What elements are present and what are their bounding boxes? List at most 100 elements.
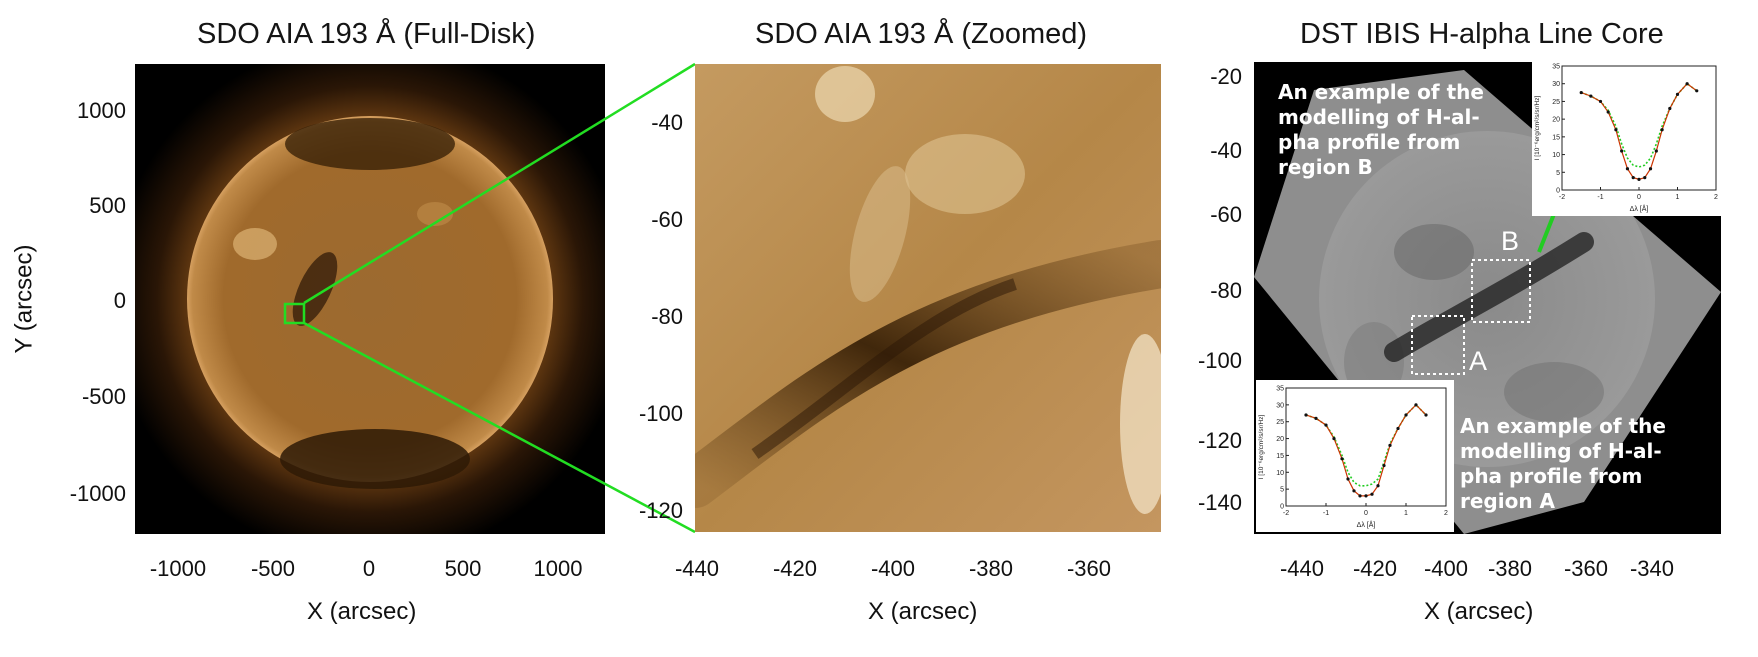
zoomed-image [695, 64, 1161, 532]
ibis-xlabel: X (arcsec) [1424, 598, 1534, 625]
zoom-xtick: -360 [1066, 556, 1112, 581]
inset-b-xtick-label: 0 [1637, 194, 1641, 201]
fd-xtick: -1000 [149, 556, 207, 581]
inset-b-ytick-label: 10 [1552, 152, 1560, 159]
inset-b-data-point [1685, 82, 1689, 86]
inset-a-ylabel: I [10⁻⁶erg/cm²/s/sr/Hz] [1258, 415, 1265, 480]
inset-a-xtick-label: 2 [1444, 510, 1448, 517]
inset-a-fit-line [1305, 404, 1427, 497]
inset-b-data-point [1579, 90, 1583, 95]
inset-plot-region-a: -2 -1 0 1 2 0 5 10 15 20 25 30 35 Δλ [Å] I [10⁻⁶erg/cm… [1256, 380, 1454, 532]
ibis-ytick: -60 [1210, 202, 1242, 227]
inset-b-xtick-label: -1 [1597, 194, 1603, 201]
inset-b-data-point [1598, 99, 1603, 104]
inset-b-data-point [1654, 149, 1658, 153]
inset-b-fit-line [1581, 82, 1698, 180]
inset-b-data-point [1614, 128, 1618, 132]
inset-b-xtick-label: 2 [1714, 194, 1718, 201]
zoom-ytick: -60 [651, 207, 683, 232]
inset-b-frame [1561, 65, 1717, 191]
inset-a-data-point [1358, 494, 1362, 498]
inset-a-data-point [1346, 477, 1350, 481]
inset-a-xtick-label: -1 [1323, 510, 1329, 517]
region-b-label: B [1501, 226, 1520, 256]
fd-xtick: -500 [250, 556, 296, 581]
annotation-region-a: An example of the modelling of H-al- pha… [1460, 414, 1666, 513]
inset-a-data-point [1352, 489, 1356, 493]
inset-b-data-point [1668, 106, 1672, 111]
zoom-ytick: -120 [638, 498, 683, 523]
inset-a-data-point [1340, 457, 1344, 461]
inset-b-ytick-label: 20 [1552, 117, 1560, 124]
inset-b-xtick-label: -2 [1559, 194, 1565, 201]
ibis-xtick: -360 [1563, 556, 1609, 581]
inset-a-xtick-label: 1 [1404, 510, 1408, 517]
fd-xlabel: X (arcsec) [307, 598, 417, 625]
inset-a-data-point [1424, 413, 1428, 417]
inset-a-model-line [1305, 403, 1427, 487]
zoomed-title: SDO AIA 193 Å (Zoomed) [755, 18, 1088, 50]
inset-b-data-point [1606, 110, 1610, 114]
inset-a-data-point [1382, 463, 1386, 468]
inset-b-xlabel: Δλ [Å] [1630, 204, 1649, 213]
ibis-ytick: -80 [1210, 278, 1242, 303]
inset-a-ytick-label: 15 [1276, 453, 1284, 460]
inset-a-data-point [1376, 484, 1380, 488]
inset-b-ytick-label: 35 [1552, 64, 1560, 71]
zoom-xtick: -440 [674, 556, 720, 581]
inset-a-data-point [1364, 494, 1368, 498]
inset-a-data-point [1404, 413, 1408, 417]
fd-xtick: 500 [444, 556, 482, 581]
ibis-xtick: -420 [1352, 556, 1398, 581]
fd-ytick: -1000 [69, 481, 126, 506]
inset-a-ytick-label: 30 [1276, 402, 1284, 409]
ibis-ytick: -100 [1197, 348, 1242, 373]
inset-a-ytick-label: 10 [1276, 470, 1284, 477]
ibis-xtick: -400 [1423, 556, 1469, 581]
inset-b-ytick-label: 0 [1556, 188, 1560, 195]
annotation-region-b: An example of the modelling of H-al- pha… [1278, 80, 1484, 179]
inset-a-ytick-label: 0 [1280, 504, 1284, 511]
inset-b-ytick-label: 15 [1552, 134, 1560, 141]
inset-a-xtick-label: 0 [1364, 510, 1368, 517]
inset-b-ylabel: I [10⁻⁶erg/cm²/s/sr/Hz] [1534, 96, 1541, 161]
zoom-xtick: -400 [870, 556, 916, 581]
fd-xtick: 0 [362, 556, 376, 581]
inset-b-data-point [1648, 167, 1653, 171]
inset-a-ytick-label: 5 [1280, 487, 1284, 494]
inset-b-data-point [1631, 176, 1635, 180]
inset-b-data-point [1589, 94, 1593, 98]
inset-b-data-point [1643, 176, 1647, 180]
fd-ytick: 1000 [77, 98, 126, 123]
full-disk-title: SDO AIA 193 Å (Full-Disk) [197, 18, 536, 50]
ibis-ytick: -20 [1210, 64, 1242, 89]
inset-b-xtick-label: 1 [1676, 194, 1680, 201]
inset-b-ytick-label: 25 [1552, 99, 1560, 106]
zoom-xtick: -380 [968, 556, 1014, 581]
inset-a-data-point [1324, 423, 1328, 427]
region-a-label: A [1469, 346, 1488, 376]
ibis-xtick: -440 [1279, 556, 1325, 581]
inset-a-ytick-label: 35 [1276, 386, 1284, 393]
zoom-ytick: -80 [651, 304, 683, 329]
inset-b-data-point [1675, 92, 1680, 96]
inset-b-data-point [1695, 89, 1699, 93]
inset-a-ytick-label: 25 [1276, 419, 1284, 426]
full-disk-image [135, 64, 605, 534]
inset-b-model-line [1580, 82, 1698, 168]
inset-b-ytick-label: 30 [1552, 81, 1560, 88]
inset-a-data-point [1388, 443, 1392, 447]
inset-b-data-point [1660, 128, 1664, 132]
inset-b-ytick-label: 5 [1556, 170, 1560, 177]
fd-ytick: -500 [81, 384, 126, 409]
inset-b-data-point [1620, 149, 1624, 153]
inset-a-xtick-label: -2 [1283, 510, 1289, 517]
inset-a-data-point [1370, 492, 1374, 496]
ibis-ytick: -140 [1197, 490, 1242, 515]
fd-ytick: 0 [113, 288, 126, 313]
zoom-ytick: -100 [638, 401, 683, 426]
inset-a-ytick-label: 20 [1276, 436, 1284, 443]
inset-a-frame [1285, 387, 1447, 507]
inset-b-data-point [1625, 167, 1630, 171]
